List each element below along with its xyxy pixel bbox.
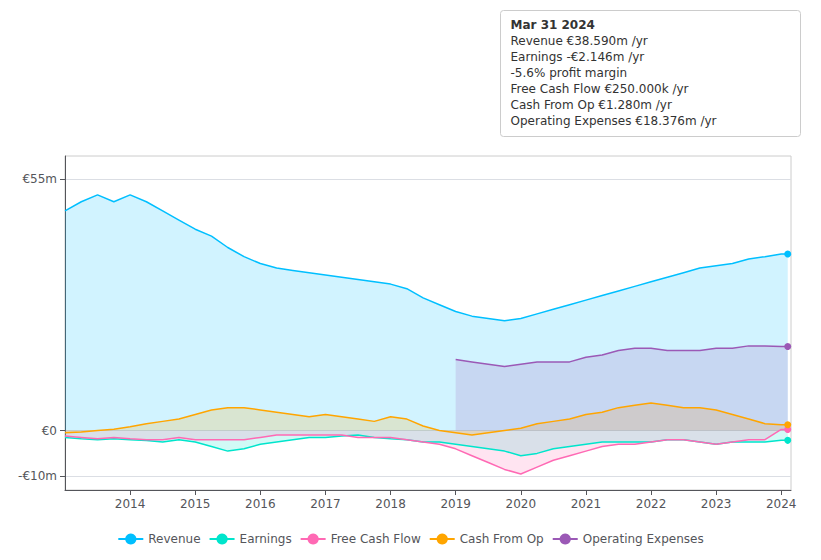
svg-text:Operating Expenses: Operating Expenses <box>583 532 704 546</box>
svg-text:2022: 2022 <box>636 497 667 511</box>
svg-text:2024: 2024 <box>766 497 797 511</box>
svg-text:2018: 2018 <box>375 497 406 511</box>
svg-text:2023: 2023 <box>701 497 732 511</box>
svg-text:2014: 2014 <box>115 497 146 511</box>
svg-text:Cash From Op: Cash From Op <box>460 532 544 546</box>
svg-text:Free Cash Flow €250.000k /yr: Free Cash Flow €250.000k /yr <box>511 82 689 96</box>
svg-text:Earnings: Earnings <box>240 532 292 546</box>
svg-text:Free Cash Flow: Free Cash Flow <box>331 532 421 546</box>
svg-text:Revenue €38.590m /yr: Revenue €38.590m /yr <box>511 34 648 48</box>
svg-text:Revenue: Revenue <box>148 532 200 546</box>
svg-text:Cash From Op €1.280m /yr: Cash From Op €1.280m /yr <box>511 98 672 112</box>
svg-text:2015: 2015 <box>180 497 211 511</box>
svg-text:-€10m: -€10m <box>18 469 57 483</box>
svg-text:2020: 2020 <box>506 497 537 511</box>
svg-text:2021: 2021 <box>571 497 602 511</box>
svg-text:€55m: €55m <box>22 172 57 186</box>
svg-text:€0: €0 <box>42 424 57 438</box>
svg-text:2016: 2016 <box>245 497 276 511</box>
svg-text:Mar 31 2024: Mar 31 2024 <box>511 18 595 32</box>
svg-text:2017: 2017 <box>310 497 341 511</box>
svg-text:Operating Expenses €18.376m /y: Operating Expenses €18.376m /yr <box>511 114 717 128</box>
svg-text:-5.6% profit margin: -5.6% profit margin <box>511 66 628 80</box>
svg-text:Earnings -€2.146m /yr: Earnings -€2.146m /yr <box>511 50 645 64</box>
svg-text:2019: 2019 <box>440 497 471 511</box>
